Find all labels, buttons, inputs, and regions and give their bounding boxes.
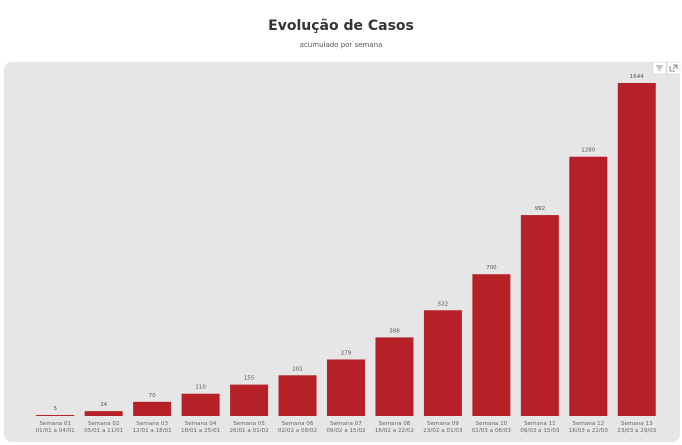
filter-icon[interactable] bbox=[652, 61, 667, 75]
x-tick-label: Semana 01 01/01 a 04/01 bbox=[35, 421, 75, 434]
x-tick-label: Semana 11 09/03 a 15/03 bbox=[520, 421, 560, 434]
bar bbox=[84, 411, 123, 416]
bar bbox=[278, 375, 317, 416]
x-tick-label: Semana 08 16/02 a 22/02 bbox=[374, 421, 415, 434]
value-label: 24 bbox=[100, 402, 107, 408]
x-tick-label: Semana 05 26/01 a 01/02 bbox=[229, 421, 269, 434]
value-label: 279 bbox=[341, 350, 352, 356]
chart-subtitle: acumulado por semana bbox=[300, 41, 383, 49]
bar bbox=[520, 215, 559, 416]
bar bbox=[569, 156, 608, 416]
value-label: 70 bbox=[149, 393, 156, 399]
bar bbox=[181, 393, 220, 416]
bar bbox=[36, 414, 75, 416]
plot-panel bbox=[4, 62, 680, 442]
chart-title: Evolução de Casos bbox=[268, 18, 414, 34]
x-tick-label: Semana 03 12/01 a 18/01 bbox=[132, 421, 172, 434]
x-tick-label: Semana 04 18/01 a 25/01 bbox=[180, 421, 221, 434]
bar bbox=[472, 274, 511, 416]
bar bbox=[617, 83, 656, 416]
x-tick-label: Semana 12 16/03 a 22/03 bbox=[568, 421, 608, 434]
value-label: 992 bbox=[535, 206, 546, 212]
x-tick-label: Semana 13 23/03 a 29/03 bbox=[617, 421, 657, 434]
x-tick-label: Semana 07 09/02 a 15/02 bbox=[326, 421, 366, 434]
value-label: 155 bbox=[244, 376, 255, 382]
bar bbox=[230, 384, 269, 416]
value-label: 110 bbox=[195, 385, 206, 391]
bar bbox=[133, 401, 172, 416]
value-label: 1280 bbox=[581, 148, 595, 154]
value-label: 388 bbox=[389, 328, 400, 334]
value-label: 201 bbox=[292, 366, 303, 372]
value-label: 1644 bbox=[630, 74, 644, 80]
value-label: 522 bbox=[438, 301, 449, 307]
x-tick-label: Semana 06 02/02 a 08/02 bbox=[277, 421, 318, 434]
bar bbox=[375, 337, 414, 416]
x-tick-label: Semana 09 23/02 a 01/03 bbox=[423, 421, 463, 434]
bar bbox=[327, 359, 365, 416]
focus-icon[interactable] bbox=[666, 61, 681, 75]
value-label: 700 bbox=[486, 265, 497, 271]
bar bbox=[423, 310, 462, 416]
value-label: 5 bbox=[53, 406, 57, 412]
x-tick-label: Semana 10 02/03 a 08/03 bbox=[471, 421, 511, 434]
x-tick-label: Semana 02 05/01 a 11/01 bbox=[84, 421, 124, 434]
